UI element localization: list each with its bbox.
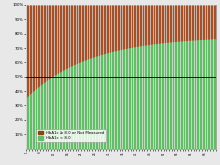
- Legend: HbA1c ≥ 8.0 or Not Measured, HbA1c < 8.0: HbA1c ≥ 8.0 or Not Measured, HbA1c < 8.0: [36, 129, 106, 142]
